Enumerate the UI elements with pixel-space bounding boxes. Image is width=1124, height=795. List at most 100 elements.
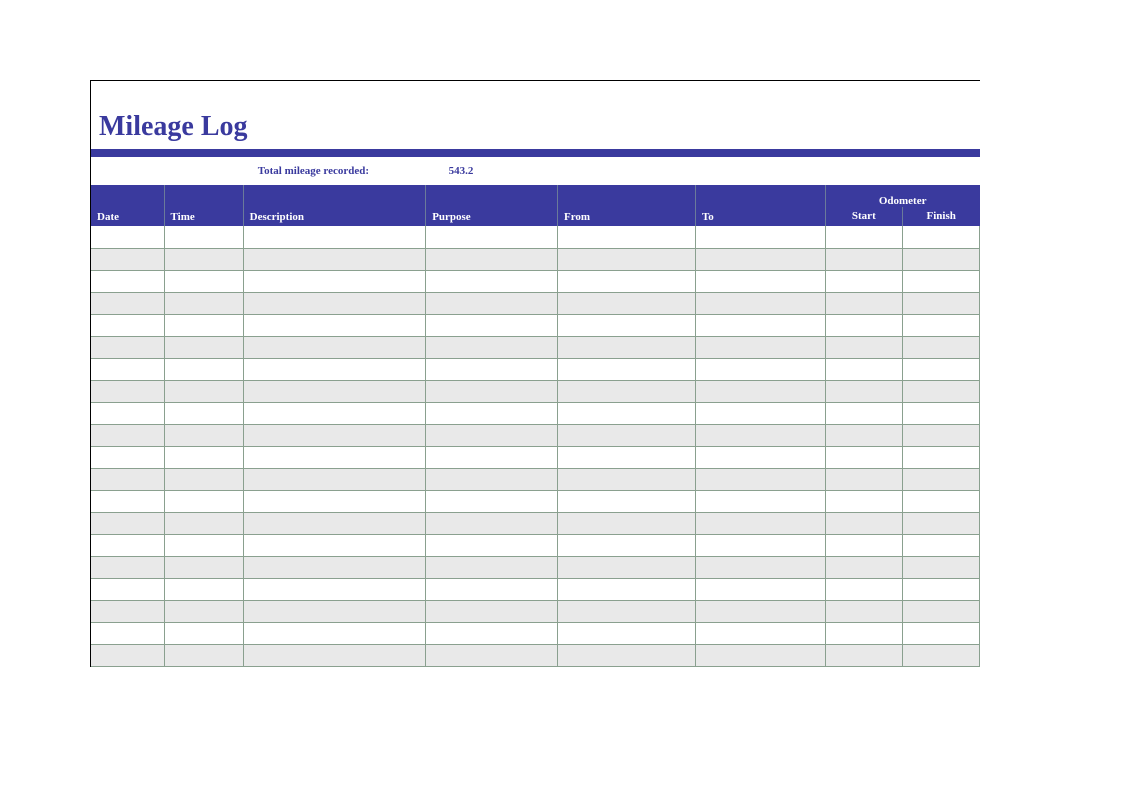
table-cell[interactable] (558, 490, 696, 512)
table-cell[interactable] (558, 380, 696, 402)
table-cell[interactable] (695, 622, 825, 644)
table-cell[interactable] (243, 314, 426, 336)
table-cell[interactable] (426, 226, 558, 248)
table-cell[interactable] (164, 314, 243, 336)
table-cell[interactable] (243, 270, 426, 292)
table-cell[interactable] (91, 512, 164, 534)
table-cell[interactable] (243, 358, 426, 380)
table-cell[interactable] (902, 424, 979, 446)
table-cell[interactable] (426, 424, 558, 446)
table-cell[interactable] (825, 556, 902, 578)
table-cell[interactable] (243, 622, 426, 644)
table-cell[interactable] (825, 512, 902, 534)
table-cell[interactable] (164, 468, 243, 490)
table-cell[interactable] (902, 402, 979, 424)
table-cell[interactable] (825, 248, 902, 270)
table-cell[interactable] (243, 336, 426, 358)
table-cell[interactable] (426, 248, 558, 270)
table-cell[interactable] (91, 490, 164, 512)
table-cell[interactable] (91, 248, 164, 270)
table-cell[interactable] (243, 446, 426, 468)
table-cell[interactable] (91, 336, 164, 358)
table-cell[interactable] (558, 578, 696, 600)
table-cell[interactable] (164, 556, 243, 578)
table-cell[interactable] (902, 622, 979, 644)
table-cell[interactable] (825, 226, 902, 248)
table-cell[interactable] (91, 622, 164, 644)
table-cell[interactable] (164, 534, 243, 556)
table-cell[interactable] (243, 292, 426, 314)
table-cell[interactable] (426, 402, 558, 424)
table-cell[interactable] (426, 556, 558, 578)
table-cell[interactable] (426, 578, 558, 600)
table-cell[interactable] (243, 644, 426, 666)
table-cell[interactable] (243, 248, 426, 270)
table-cell[interactable] (558, 468, 696, 490)
table-cell[interactable] (164, 644, 243, 666)
table-cell[interactable] (825, 314, 902, 336)
table-cell[interactable] (695, 248, 825, 270)
table-cell[interactable] (91, 578, 164, 600)
table-cell[interactable] (695, 424, 825, 446)
table-cell[interactable] (695, 292, 825, 314)
table-cell[interactable] (243, 402, 426, 424)
table-cell[interactable] (902, 292, 979, 314)
table-cell[interactable] (426, 270, 558, 292)
table-cell[interactable] (91, 292, 164, 314)
table-cell[interactable] (825, 380, 902, 402)
table-cell[interactable] (91, 534, 164, 556)
table-cell[interactable] (164, 578, 243, 600)
table-cell[interactable] (695, 600, 825, 622)
table-cell[interactable] (243, 424, 426, 446)
table-cell[interactable] (558, 534, 696, 556)
table-cell[interactable] (164, 292, 243, 314)
table-cell[interactable] (695, 534, 825, 556)
table-cell[interactable] (695, 512, 825, 534)
table-cell[interactable] (91, 402, 164, 424)
table-cell[interactable] (91, 446, 164, 468)
table-cell[interactable] (695, 644, 825, 666)
table-cell[interactable] (91, 226, 164, 248)
table-cell[interactable] (902, 358, 979, 380)
table-cell[interactable] (558, 292, 696, 314)
table-cell[interactable] (558, 270, 696, 292)
table-cell[interactable] (426, 512, 558, 534)
table-cell[interactable] (902, 446, 979, 468)
table-cell[interactable] (558, 248, 696, 270)
table-cell[interactable] (825, 424, 902, 446)
table-cell[interactable] (695, 556, 825, 578)
table-cell[interactable] (558, 336, 696, 358)
table-cell[interactable] (902, 534, 979, 556)
table-cell[interactable] (164, 600, 243, 622)
table-cell[interactable] (695, 402, 825, 424)
table-cell[interactable] (695, 336, 825, 358)
table-cell[interactable] (902, 226, 979, 248)
table-cell[interactable] (902, 556, 979, 578)
table-cell[interactable] (825, 468, 902, 490)
table-cell[interactable] (902, 600, 979, 622)
table-cell[interactable] (91, 556, 164, 578)
table-cell[interactable] (902, 578, 979, 600)
table-cell[interactable] (91, 424, 164, 446)
table-cell[interactable] (243, 556, 426, 578)
table-cell[interactable] (426, 644, 558, 666)
table-cell[interactable] (558, 622, 696, 644)
table-cell[interactable] (558, 424, 696, 446)
table-cell[interactable] (902, 270, 979, 292)
table-cell[interactable] (825, 600, 902, 622)
table-cell[interactable] (243, 578, 426, 600)
table-cell[interactable] (91, 644, 164, 666)
table-cell[interactable] (695, 314, 825, 336)
table-cell[interactable] (695, 446, 825, 468)
table-cell[interactable] (164, 512, 243, 534)
table-cell[interactable] (426, 292, 558, 314)
table-cell[interactable] (902, 490, 979, 512)
table-cell[interactable] (243, 380, 426, 402)
table-cell[interactable] (243, 468, 426, 490)
table-cell[interactable] (825, 446, 902, 468)
table-cell[interactable] (164, 358, 243, 380)
table-cell[interactable] (825, 490, 902, 512)
table-cell[interactable] (902, 314, 979, 336)
table-cell[interactable] (426, 314, 558, 336)
table-cell[interactable] (91, 270, 164, 292)
